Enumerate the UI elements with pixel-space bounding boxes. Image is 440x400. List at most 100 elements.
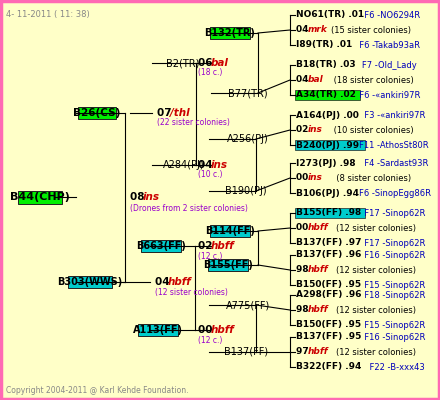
FancyBboxPatch shape: [295, 90, 360, 100]
Text: F6 -Takab93aR: F6 -Takab93aR: [354, 40, 420, 50]
Text: 04: 04: [155, 277, 173, 287]
Text: B190(PJ): B190(PJ): [225, 186, 267, 196]
Text: (18 c.): (18 c.): [198, 68, 222, 78]
Text: F6 -SinopEgg86R: F6 -SinopEgg86R: [359, 188, 431, 198]
Text: B303(WWS): B303(WWS): [57, 277, 123, 287]
Text: A256(PJ): A256(PJ): [227, 134, 269, 144]
Text: /thl: /thl: [170, 108, 190, 118]
Text: (12 sister colonies): (12 sister colonies): [335, 348, 415, 356]
FancyBboxPatch shape: [208, 259, 248, 271]
Text: 98: 98: [296, 266, 312, 274]
Text: (8 sister colonies): (8 sister colonies): [331, 174, 411, 182]
FancyBboxPatch shape: [295, 208, 365, 218]
Text: B2(TR): B2(TR): [166, 58, 199, 68]
Text: F22 -B-xxx43: F22 -B-xxx43: [359, 362, 425, 372]
FancyBboxPatch shape: [210, 27, 250, 39]
FancyBboxPatch shape: [78, 107, 116, 119]
Text: B106(PJ) .94: B106(PJ) .94: [296, 188, 359, 198]
Text: hbff: hbff: [308, 224, 328, 232]
Text: B155(FF) .98: B155(FF) .98: [296, 208, 361, 218]
Text: B155(FF): B155(FF): [203, 260, 253, 270]
Text: F18 -Sinop62R: F18 -Sinop62R: [359, 290, 425, 300]
Text: B663(FF): B663(FF): [136, 241, 186, 251]
Text: NO61(TR) .01: NO61(TR) .01: [296, 10, 364, 20]
Text: 97: 97: [296, 348, 312, 356]
Text: B137(FF) .96: B137(FF) .96: [296, 250, 361, 260]
Text: F16 -Sinop62R: F16 -Sinop62R: [359, 250, 425, 260]
Text: (15 sister colonies): (15 sister colonies): [331, 26, 411, 34]
Text: bal: bal: [211, 58, 229, 68]
Text: Copyright 2004-2011 @ Karl Kehde Foundation.: Copyright 2004-2011 @ Karl Kehde Foundat…: [6, 386, 188, 395]
Text: (12 sister colonies): (12 sister colonies): [335, 266, 415, 274]
Text: B322(FF) .94: B322(FF) .94: [296, 362, 361, 372]
Text: 04: 04: [198, 160, 216, 170]
Text: 04: 04: [296, 76, 312, 84]
Text: 4- 11-2011 ( 11: 38): 4- 11-2011 ( 11: 38): [6, 10, 90, 19]
Text: ins: ins: [211, 160, 228, 170]
Text: hbff: hbff: [308, 306, 328, 314]
Text: (12 sister colonies): (12 sister colonies): [335, 306, 415, 314]
Text: B77(TR): B77(TR): [228, 88, 268, 98]
Text: hbff: hbff: [308, 348, 328, 356]
Text: ins: ins: [308, 126, 323, 134]
Text: A284(PJ): A284(PJ): [163, 160, 205, 170]
Text: 02: 02: [198, 241, 216, 251]
Text: ins: ins: [143, 192, 160, 202]
Text: mrk: mrk: [308, 26, 327, 34]
Text: 06: 06: [198, 58, 216, 68]
Text: 00: 00: [296, 174, 312, 182]
Text: (12 c.): (12 c.): [198, 252, 222, 260]
FancyBboxPatch shape: [141, 240, 181, 252]
Text: (18 sister colonies): (18 sister colonies): [331, 76, 414, 84]
Text: ins: ins: [308, 174, 323, 182]
Text: 98: 98: [296, 306, 312, 314]
Text: F16 -Sinop62R: F16 -Sinop62R: [359, 332, 425, 342]
Text: B137(FF): B137(FF): [224, 347, 268, 357]
FancyBboxPatch shape: [138, 324, 178, 336]
Text: F15 -Sinop62R: F15 -Sinop62R: [359, 280, 425, 290]
Text: B150(FF) .95: B150(FF) .95: [296, 320, 361, 330]
FancyBboxPatch shape: [210, 225, 250, 237]
Text: 08: 08: [130, 192, 148, 202]
Text: A298(FF) .96: A298(FF) .96: [296, 290, 362, 300]
Text: (12 sister colonies): (12 sister colonies): [335, 224, 415, 232]
FancyBboxPatch shape: [18, 190, 62, 204]
Text: (10 sister colonies): (10 sister colonies): [331, 126, 414, 134]
Text: 00: 00: [198, 325, 216, 335]
Text: F6 -NO6294R: F6 -NO6294R: [359, 10, 420, 20]
Text: (22 sister colonies): (22 sister colonies): [157, 118, 230, 128]
Text: (Drones from 2 sister colonies): (Drones from 2 sister colonies): [130, 204, 248, 212]
Text: 04: 04: [296, 26, 312, 34]
Text: B18(TR) .03: B18(TR) .03: [296, 60, 356, 70]
FancyBboxPatch shape: [68, 276, 112, 288]
Text: F6 -«ankiri97R: F6 -«ankiri97R: [354, 90, 420, 100]
Text: B150(FF) .95: B150(FF) .95: [296, 280, 361, 290]
Text: 07: 07: [157, 108, 175, 118]
Text: hbff: hbff: [308, 266, 328, 274]
Text: A34(TR) .02: A34(TR) .02: [296, 90, 356, 100]
Text: (10 c.): (10 c.): [198, 170, 223, 180]
Text: F15 -Sinop62R: F15 -Sinop62R: [359, 320, 425, 330]
Text: 00: 00: [296, 224, 312, 232]
Text: F4 -Sardast93R: F4 -Sardast93R: [359, 158, 429, 168]
Text: 02: 02: [296, 126, 312, 134]
Text: A113(FF): A113(FF): [133, 325, 183, 335]
Text: B240(PJ) .99: B240(PJ) .99: [296, 140, 359, 150]
Text: F11 -AthosSt80R: F11 -AthosSt80R: [359, 140, 429, 150]
Text: B114(FF): B114(FF): [205, 226, 255, 236]
Text: B137(FF) .97: B137(FF) .97: [296, 238, 362, 248]
Text: F17 -Sinop62R: F17 -Sinop62R: [359, 238, 425, 248]
Text: (12 c.): (12 c.): [198, 336, 222, 344]
Text: B137(FF) .95: B137(FF) .95: [296, 332, 361, 342]
Text: hbff: hbff: [211, 325, 235, 335]
Text: I89(TR) .01: I89(TR) .01: [296, 40, 352, 50]
Text: F7 -Old_Lady: F7 -Old_Lady: [354, 60, 417, 70]
Text: B44(CHP): B44(CHP): [10, 192, 70, 202]
Text: I273(PJ) .98: I273(PJ) .98: [296, 158, 356, 168]
Text: F3 -«ankiri97R: F3 -«ankiri97R: [359, 110, 425, 120]
Text: A164(PJ) .00: A164(PJ) .00: [296, 110, 359, 120]
Text: B26(CS): B26(CS): [73, 108, 121, 118]
Text: A775(FF): A775(FF): [226, 300, 270, 310]
Text: F17 -Sinop62R: F17 -Sinop62R: [359, 208, 425, 218]
Text: (12 sister colonies): (12 sister colonies): [155, 288, 228, 296]
